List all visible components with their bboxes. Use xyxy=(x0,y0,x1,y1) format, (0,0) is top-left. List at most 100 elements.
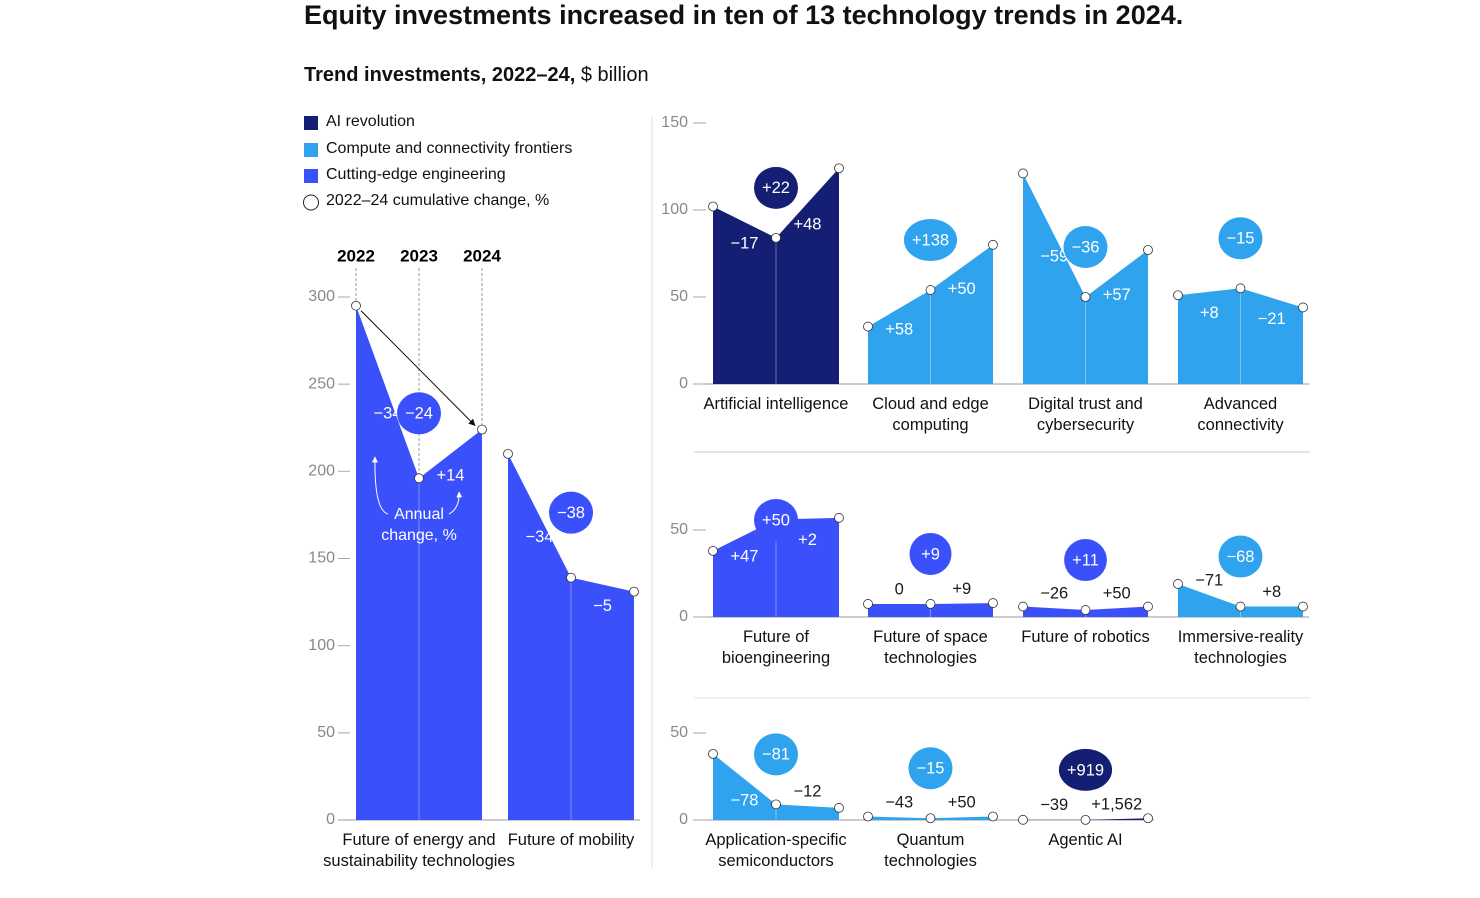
cumulative-badge: −36 xyxy=(1063,226,1108,268)
subtitle-unit: $ billion xyxy=(580,64,649,86)
annual-change-label: +8 xyxy=(1200,304,1219,322)
point xyxy=(1235,283,1246,294)
point xyxy=(834,163,844,174)
annual-change-label: +50 xyxy=(1103,585,1131,603)
point xyxy=(414,473,424,484)
annual-change-label: −12 xyxy=(794,782,822,800)
annual-change-label: +50 xyxy=(948,794,976,812)
point xyxy=(708,545,718,556)
area xyxy=(1178,583,1303,617)
annual-change-label: −21 xyxy=(1258,310,1286,328)
point xyxy=(925,813,936,824)
y-tick-label: 50 xyxy=(670,724,688,741)
cumulative-label: −24 xyxy=(405,405,433,423)
point xyxy=(771,232,781,243)
cumulative-badge: −24 xyxy=(397,392,441,435)
point xyxy=(863,321,873,332)
area xyxy=(1178,288,1303,384)
point xyxy=(477,424,487,435)
point xyxy=(1080,292,1091,302)
y-tick-label: 50 xyxy=(670,288,688,305)
y-tick-label: 0 xyxy=(679,811,688,828)
annual-change-label: −39 xyxy=(1040,796,1068,814)
trend-name: Future of space technologies xyxy=(873,628,988,667)
annual-change-label: +58 xyxy=(885,321,913,339)
trend-name: Agentic AI xyxy=(1048,831,1123,849)
area xyxy=(508,453,634,820)
legend-swatch xyxy=(304,142,318,157)
title: Equity investments increased in ten of 1… xyxy=(304,0,1184,30)
annual-change-label: +14 xyxy=(437,466,465,484)
cumulative-circle xyxy=(909,532,952,575)
point xyxy=(566,572,576,583)
cumulative-label: +50 xyxy=(762,511,790,529)
cumulative-circle xyxy=(754,166,798,209)
y-tick-label: 50 xyxy=(670,521,688,538)
cumulative-label: −81 xyxy=(762,746,790,764)
area xyxy=(1023,818,1148,820)
y-tick-label: 100 xyxy=(308,637,335,654)
cumulative-badge: −15 xyxy=(1218,217,1263,260)
point xyxy=(629,586,639,597)
point xyxy=(1018,601,1028,612)
annual-change-label: −59 xyxy=(1040,248,1068,266)
cumulative-label: −68 xyxy=(1227,548,1255,566)
point xyxy=(1143,245,1153,255)
annual-change-label: +57 xyxy=(1103,286,1131,304)
cumulative-label: −38 xyxy=(557,504,585,522)
point xyxy=(834,512,844,523)
trend-name: Future of robotics xyxy=(1021,628,1150,646)
area xyxy=(713,168,839,384)
cumulative-badge: +9 xyxy=(909,532,952,575)
cumulative-badge: +11 xyxy=(1064,539,1107,582)
trend-name: Future of bioengineering xyxy=(721,628,831,667)
cumulative-badge: −68 xyxy=(1218,535,1263,578)
trend-name: Immersive-reality technologies xyxy=(1177,628,1304,667)
point xyxy=(1235,601,1246,612)
cumulative-label: +22 xyxy=(762,179,790,197)
annual-change-label: +8 xyxy=(1262,583,1281,601)
legend-label: 2022–24 cumulative change, % xyxy=(326,192,550,209)
trend-name: Future of mobility xyxy=(507,831,635,849)
annual-change-label: +48 xyxy=(794,215,822,233)
cumulative-circle xyxy=(1064,539,1107,582)
cumulative-badge: +138 xyxy=(903,219,958,262)
point xyxy=(771,799,781,810)
y-tick-label: 0 xyxy=(679,608,688,625)
cumulative-badge: +22 xyxy=(754,166,798,209)
legend-circle xyxy=(303,194,319,211)
point xyxy=(863,811,873,822)
point xyxy=(1298,302,1308,313)
point xyxy=(708,201,718,212)
area xyxy=(868,244,993,384)
annual-change-label: −26 xyxy=(1040,585,1068,603)
legend-label: Compute and connectivity frontiers xyxy=(326,139,573,157)
point xyxy=(1143,601,1153,612)
point xyxy=(1173,290,1183,301)
annual-change-label: −5 xyxy=(593,597,612,615)
trend-name: Cloud and edge computing xyxy=(872,395,989,434)
y-tick-label: 150 xyxy=(661,114,688,131)
cumulative-circle xyxy=(1063,226,1108,268)
cumulative-circle xyxy=(1218,535,1263,578)
cumulative-badge: −81 xyxy=(754,733,798,776)
year-label: 2024 xyxy=(463,246,501,265)
cumulative-badge: −38 xyxy=(549,491,593,534)
annual-change-label: 0 xyxy=(895,580,904,598)
point xyxy=(1143,813,1153,824)
cumulative-circle xyxy=(903,219,958,262)
cumulative-label: +9 xyxy=(921,545,940,563)
annual-change-label: −71 xyxy=(1195,572,1223,590)
cumulative-badge: −15 xyxy=(908,747,953,790)
point xyxy=(988,239,998,250)
annual-change-label: −43 xyxy=(885,794,913,812)
trend-name: Quantum technologies xyxy=(884,831,977,870)
point xyxy=(1173,579,1183,589)
point xyxy=(503,448,513,459)
point xyxy=(351,300,361,311)
year-label: 2022 xyxy=(337,246,375,265)
year-label: 2023 xyxy=(400,246,438,265)
annual-change-label: −17 xyxy=(731,235,759,253)
cumulative-circle xyxy=(754,499,798,541)
